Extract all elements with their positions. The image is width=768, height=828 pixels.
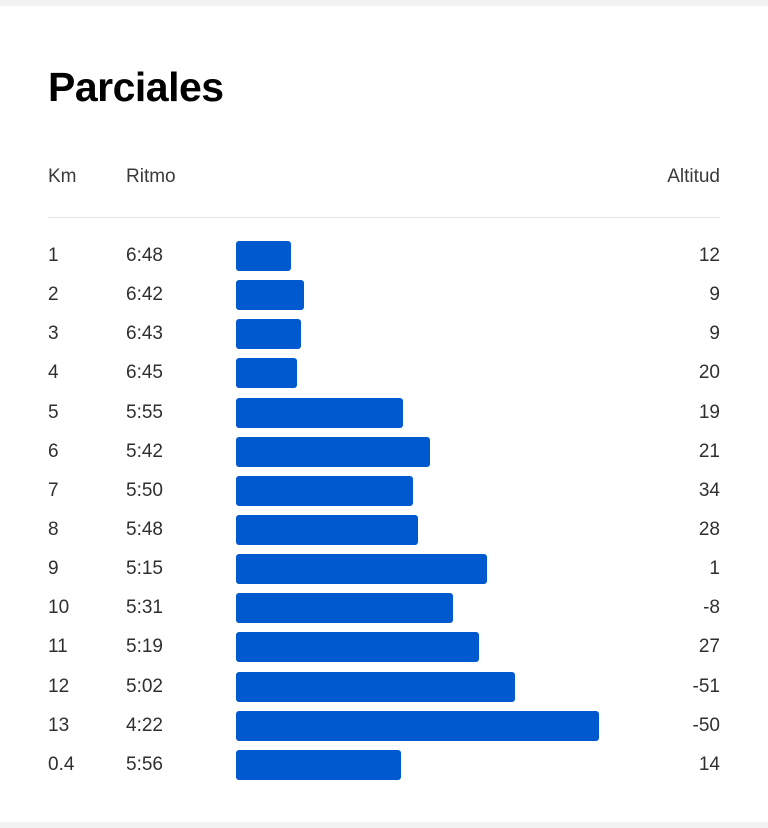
- split-pace: 5:50: [126, 479, 163, 501]
- split-elevation: 9: [709, 284, 720, 306]
- split-km: 3: [48, 323, 59, 345]
- split-elevation: 28: [698, 518, 720, 540]
- split-km: 12: [48, 675, 70, 697]
- split-km: 2: [48, 284, 59, 306]
- split-km: 7: [48, 479, 59, 501]
- split-km: 10: [48, 597, 70, 619]
- split-pace: 6:43: [126, 323, 163, 345]
- split-row: 6 5:42 21: [0, 436, 768, 475]
- split-km: 9: [48, 558, 59, 580]
- split-pace: 5:19: [126, 636, 163, 658]
- split-elevation: 1: [709, 558, 720, 580]
- split-km: 0.4: [48, 753, 75, 775]
- split-row: 7 5:50 34: [0, 475, 768, 514]
- split-pace-bar: [236, 749, 401, 780]
- split-row: 8 5:48 28: [0, 514, 768, 553]
- split-row: 1 6:48 12: [0, 240, 768, 279]
- split-pace-bar: [236, 280, 304, 311]
- split-pace: 5:42: [126, 440, 163, 462]
- split-pace-bar: [236, 632, 479, 663]
- split-pace-bar: [236, 319, 301, 350]
- split-row: 3 6:43 9: [0, 318, 768, 357]
- split-km: 8: [48, 518, 59, 540]
- split-km: 1: [48, 245, 59, 266]
- split-km: 13: [48, 714, 70, 736]
- split-row: 11 5:19 27: [0, 631, 768, 670]
- split-pace: 6:48: [126, 245, 163, 266]
- splits-header: Km Ritmo Altitud: [0, 166, 768, 192]
- split-pace: 5:48: [126, 518, 163, 540]
- split-elevation: 9: [709, 323, 720, 345]
- split-pace-bar: [236, 241, 291, 271]
- split-elevation: 14: [698, 753, 720, 775]
- split-elevation: 19: [698, 401, 720, 423]
- split-pace: 6:45: [126, 362, 163, 384]
- split-pace-bar: [236, 514, 418, 545]
- page-title: Parciales: [48, 64, 224, 110]
- split-elevation: 21: [698, 440, 720, 462]
- split-row: 9 5:15 1: [0, 553, 768, 592]
- split-elevation: 34: [698, 479, 720, 501]
- column-header-pace: Ritmo: [126, 166, 176, 187]
- split-elevation: 27: [698, 636, 720, 658]
- split-pace-bar: [236, 710, 599, 741]
- split-pace-bar: [236, 358, 297, 389]
- split-row: 0.4 5:56 14: [0, 749, 768, 788]
- split-pace: 5:02: [126, 675, 163, 697]
- splits-card: Parciales Km Ritmo Altitud 1 6:48 12 2 6:42 9…: [0, 6, 768, 822]
- split-pace-bar: [236, 593, 453, 624]
- split-pace: 5:31: [126, 597, 163, 619]
- split-pace: 5:56: [126, 753, 163, 775]
- split-km: 5: [48, 401, 59, 423]
- split-row: 12 5:02 -51: [0, 671, 768, 710]
- split-km: 11: [48, 636, 68, 658]
- split-pace: 5:55: [126, 401, 163, 423]
- split-row: 10 5:31 -8: [0, 592, 768, 631]
- split-pace-bar: [236, 397, 403, 428]
- column-header-km: Km: [48, 166, 77, 187]
- split-elevation: -51: [692, 675, 720, 697]
- splits-list: 1 6:48 12 2 6:42 9 3 6:43 9 4 6:45 20 5 5:55 19 6 5:42 21…: [0, 240, 768, 788]
- split-pace-bar: [236, 475, 413, 506]
- split-elevation: -8: [703, 597, 720, 619]
- split-pace: 4:22: [126, 714, 163, 736]
- header-divider: [48, 217, 720, 218]
- split-elevation: -50: [692, 714, 720, 736]
- split-row: 2 6:42 9: [0, 279, 768, 318]
- split-pace-bar: [236, 671, 515, 702]
- split-row: 5 5:55 19: [0, 397, 768, 436]
- split-pace: 6:42: [126, 284, 163, 306]
- split-pace-bar: [236, 436, 430, 467]
- split-km: 6: [48, 440, 59, 462]
- split-row: 4 6:45 20: [0, 357, 768, 396]
- split-elevation: 20: [698, 362, 720, 384]
- column-header-elevation: Altitud: [667, 166, 720, 187]
- split-pace-bar: [236, 554, 487, 585]
- split-row: 13 4:22 -50: [0, 710, 768, 749]
- split-pace: 5:15: [126, 558, 163, 580]
- split-km: 4: [48, 362, 59, 384]
- split-elevation: 12: [698, 245, 720, 266]
